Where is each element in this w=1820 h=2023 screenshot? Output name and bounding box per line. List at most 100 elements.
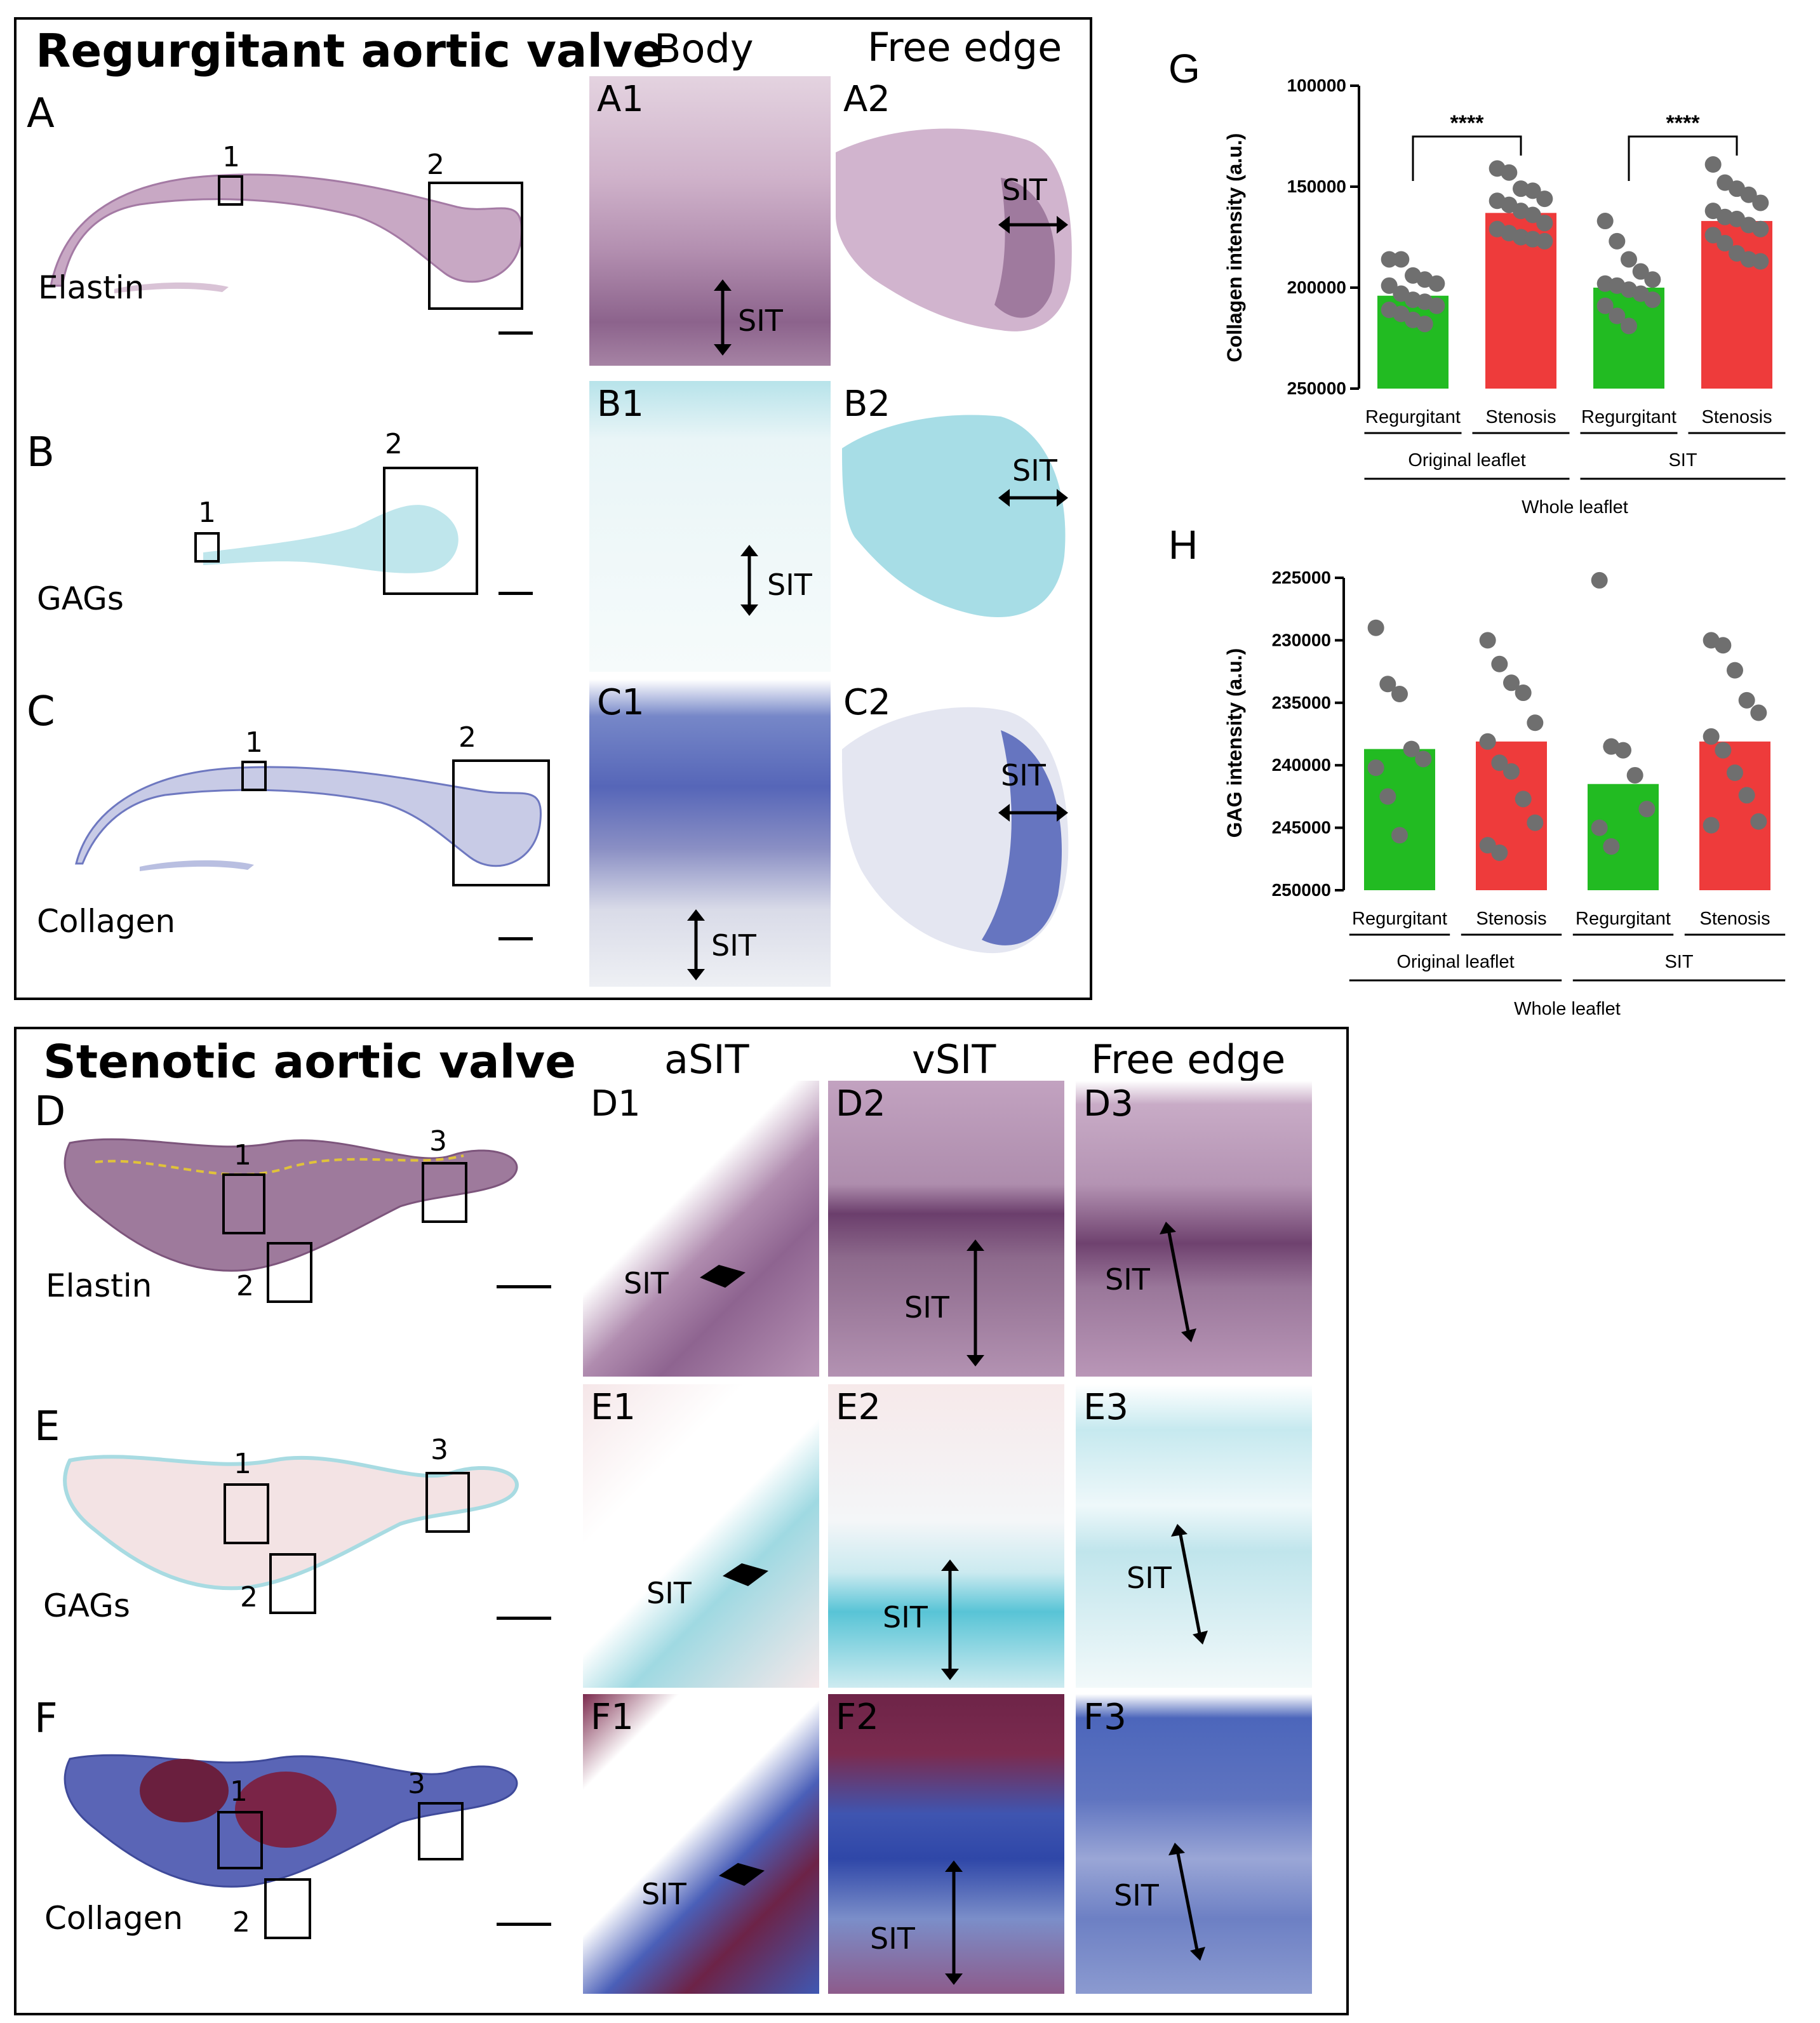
data-point	[1524, 206, 1541, 224]
stain-label-e: GAGs	[43, 1587, 130, 1624]
micro-label-e3: E3	[1083, 1387, 1129, 1428]
col-header-vsit: vSIT	[912, 1036, 996, 1083]
roi-box-d3	[422, 1162, 467, 1223]
roi-box-b2	[383, 467, 478, 595]
micro-label-d1: D1	[591, 1083, 641, 1125]
supergroup-label: Whole leaflet	[1514, 999, 1621, 1019]
panel-letter-d: D	[34, 1088, 66, 1135]
data-point	[1752, 194, 1769, 211]
sit-arrow-icon	[687, 909, 705, 980]
significance-bracket	[1412, 135, 1522, 181]
scale-bar-b	[498, 592, 533, 595]
data-point	[1381, 277, 1398, 294]
data-point	[1596, 297, 1614, 314]
significance-label: ****	[1450, 111, 1485, 135]
roi-label-e2: 2	[240, 1581, 258, 1613]
x-category-label: Stenosis	[1485, 407, 1556, 427]
stenotic-title: Stenotic aortic valve	[43, 1035, 577, 1088]
micro-e1: E1 SIT	[583, 1384, 819, 1688]
y-tick-label: 240000	[1272, 755, 1331, 775]
data-point	[1621, 251, 1637, 268]
data-point	[1415, 751, 1432, 768]
micro-label-a1: A1	[597, 79, 644, 120]
chart-h-gag-intensity: H GAG intensity (a.u.) 225000 230000 23500…	[1168, 522, 1786, 1019]
data-point	[1750, 813, 1767, 830]
roi-box-b1	[194, 532, 220, 563]
data-point	[1524, 182, 1541, 199]
roi-label-d3: 3	[429, 1125, 447, 1158]
roi-label-c2: 2	[458, 721, 476, 754]
group-label: Original leaflet	[1396, 952, 1514, 972]
panel-letter-e: E	[34, 1403, 60, 1450]
supergroup-label: Whole leaflet	[1522, 497, 1628, 517]
x-category-label: Regurgitant	[1576, 909, 1671, 929]
sit-arrow-icon	[723, 1563, 768, 1586]
stenotic-section-elastin	[64, 1138, 518, 1272]
chart-g-collagen-intensity: G Collagen intensity (a.u.) 100000 150000…	[1168, 46, 1786, 517]
data-point	[1591, 571, 1608, 589]
micro-e3: E3 SIT	[1076, 1384, 1312, 1688]
chart-g-panel-letter: G	[1168, 46, 1200, 91]
data-point	[1703, 817, 1720, 834]
sit-arrow-icon	[945, 1860, 963, 1985]
x-category-label: Stenosis	[1699, 909, 1770, 929]
scale-bar-f	[497, 1923, 551, 1926]
bar	[1588, 784, 1659, 890]
sit-arrow-icon	[1160, 1222, 1196, 1342]
data-point	[1428, 275, 1445, 292]
col-header-free-edge-stenotic: Free edge	[1091, 1036, 1286, 1083]
sit-arrow-icon	[719, 1863, 765, 1886]
data-point	[1379, 676, 1396, 693]
roi-label-f2: 2	[232, 1906, 250, 1939]
data-point	[1644, 271, 1661, 288]
micro-c1: C1 SIT	[589, 679, 831, 987]
sit-label-b1: SIT	[767, 568, 812, 602]
data-point	[1704, 156, 1722, 173]
significance-label: ****	[1666, 111, 1701, 135]
sit-arrow-icon	[998, 489, 1068, 507]
micro-label-b1: B1	[597, 384, 645, 425]
micro-label-a2: A2	[843, 79, 890, 120]
sit-arrow-icon	[941, 1559, 959, 1680]
sit-arrow-icon	[1168, 1843, 1205, 1961]
sit-arrow-icon	[998, 804, 1068, 822]
x-category-label: Stenosis	[1476, 909, 1546, 929]
sit-label-d2: SIT	[904, 1290, 949, 1325]
data-point	[1381, 251, 1398, 268]
data-point	[1428, 297, 1445, 314]
sit-arrow-icon	[740, 545, 758, 616]
data-point	[1615, 742, 1631, 759]
stain-label-a: Elastin	[38, 269, 145, 306]
data-point	[1536, 232, 1553, 250]
data-point	[1515, 684, 1532, 702]
col-header-asit: aSIT	[664, 1036, 749, 1083]
sit-arrow-icon	[1171, 1524, 1208, 1645]
micro-f1: F1 SIT	[583, 1694, 819, 1994]
data-point	[1536, 215, 1553, 232]
micro-f3: F3 SIT	[1076, 1694, 1312, 1994]
roi-box-f3	[418, 1802, 464, 1860]
micro-d3: D3 SIT	[1076, 1081, 1312, 1377]
roi-box-a2	[428, 182, 523, 310]
sit-arrow-icon	[998, 216, 1068, 234]
y-tick-label: 245000	[1272, 818, 1331, 838]
data-point	[1750, 704, 1767, 721]
data-point	[1391, 686, 1408, 703]
scale-bar-d	[497, 1285, 551, 1288]
data-point	[1603, 838, 1620, 855]
sit-label-b2: SIT	[1012, 453, 1057, 488]
y-tick-label: 200000	[1287, 277, 1346, 297]
sit-label-f3: SIT	[1114, 1878, 1159, 1913]
roi-box-d1	[222, 1173, 265, 1234]
data-point	[1609, 232, 1626, 250]
chart-g-axis: 100000 150000 200000 250000	[1287, 76, 1360, 398]
y-tick-label: 225000	[1272, 568, 1331, 587]
micro-d2: D2 SIT	[828, 1081, 1064, 1377]
sit-label-d1: SIT	[624, 1266, 669, 1300]
roi-label-d2: 2	[236, 1270, 254, 1302]
roi-label-f3: 3	[408, 1768, 425, 1800]
data-point	[1738, 691, 1755, 709]
data-point	[1416, 316, 1433, 333]
data-point	[1501, 164, 1518, 181]
chart-h-ylabel: GAG intensity (a.u.)	[1223, 648, 1246, 838]
